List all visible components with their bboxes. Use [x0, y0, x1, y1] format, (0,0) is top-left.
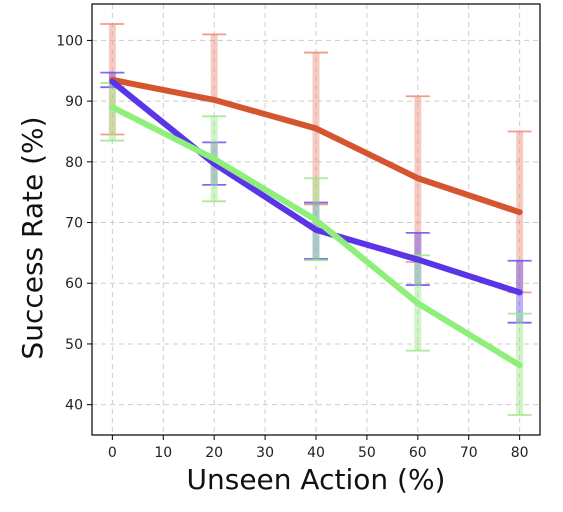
- series-line-2: [109, 104, 523, 369]
- y-tick-label: 100: [56, 33, 83, 49]
- y-tick-label: 40: [65, 398, 83, 414]
- series-lines: [109, 76, 523, 369]
- y-tick-label: 70: [65, 216, 83, 232]
- x-axis-label: Unseen Action (%): [187, 463, 446, 496]
- x-tick-label: 60: [409, 445, 427, 461]
- series-line-0: [109, 76, 523, 216]
- y-axis-ticks: 40 50 60 70 80 90 100: [56, 33, 92, 414]
- x-tick-label: 80: [511, 445, 529, 461]
- y-axis-label: Success Rate (%): [16, 116, 49, 359]
- series-line-1: [109, 78, 523, 296]
- y-tick-label: 80: [65, 155, 83, 171]
- y-tick-label: 90: [65, 94, 83, 110]
- x-tick-label: 10: [154, 445, 172, 461]
- x-tick-label: 50: [358, 445, 376, 461]
- y-tick-label: 60: [65, 276, 83, 292]
- x-tick-label: 40: [307, 445, 325, 461]
- y-tick-label: 50: [65, 337, 83, 353]
- x-tick-label: 30: [256, 445, 274, 461]
- grid: [92, 4, 540, 435]
- x-tick-label: 0: [108, 445, 117, 461]
- x-axis-ticks: 0 10 20 30 40 50 60 70 80: [108, 435, 529, 461]
- x-tick-label: 70: [460, 445, 478, 461]
- x-tick-label: 20: [205, 445, 223, 461]
